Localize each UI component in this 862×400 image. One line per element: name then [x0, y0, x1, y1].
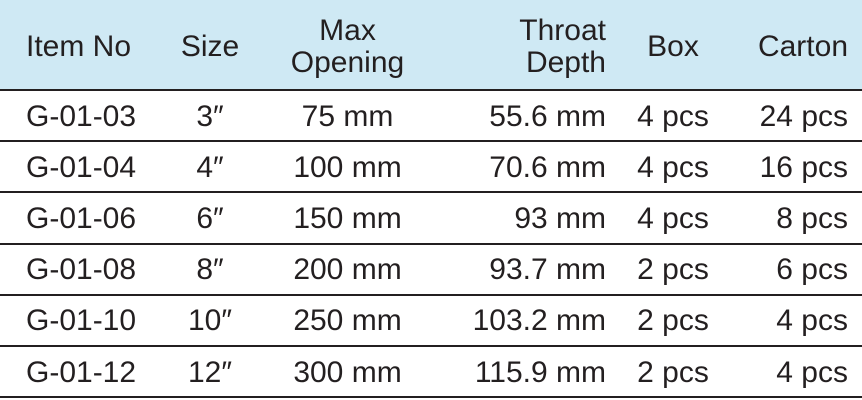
table-cell: 4 pcs: [637, 99, 709, 133]
table-cell: G-01-08: [26, 253, 137, 287]
row-rule: [0, 191, 862, 194]
table-cell: 6 pcs: [776, 253, 848, 287]
table-cell: 2 pcs: [637, 355, 709, 389]
row-rule: [0, 242, 862, 245]
table-cell: 4 pcs: [776, 304, 848, 338]
table-cell: 16 pcs: [759, 150, 848, 184]
table-cell: 4″: [196, 150, 224, 184]
header-cell: Opening: [290, 45, 405, 79]
header-background: [0, 0, 862, 89]
table-cell: G-01-03: [26, 99, 137, 133]
table-cell: 100 mm: [293, 150, 402, 184]
table-cell: 200 mm: [293, 253, 402, 287]
table-cell: 2 pcs: [637, 253, 709, 287]
row-rule: [0, 396, 862, 399]
header-cell: Carton: [757, 29, 848, 63]
table-cell: 8 pcs: [776, 202, 848, 235]
table-cell: 12″: [188, 355, 232, 389]
table-cell: 75 mm: [301, 99, 394, 133]
table-cell: G-01-06: [26, 202, 137, 235]
table-cell: 4 pcs: [637, 202, 709, 235]
header-cell: Size: [180, 29, 240, 63]
table-cell: 103.2 mm: [472, 304, 606, 338]
table-cell: 6″: [196, 202, 224, 235]
header-cell: Throat: [519, 13, 606, 47]
table-cell: 2 pcs: [637, 304, 709, 338]
row-rule: [0, 345, 862, 347]
header-cell: Depth: [525, 45, 606, 79]
table-cell: 10″: [188, 304, 232, 338]
table-cell: 8″: [196, 253, 224, 287]
row-rule: [0, 293, 862, 296]
table-cell: G-01-10: [26, 304, 137, 338]
table-cell: G-01-04: [26, 150, 137, 184]
header-rule: [0, 89, 862, 91]
table-cell: 300 mm: [293, 355, 402, 389]
row-rule: [0, 140, 862, 143]
table-cell: 4 pcs: [637, 150, 709, 184]
table-cell: G-01-12: [26, 355, 137, 389]
header-cell: Box: [647, 29, 699, 63]
table-cell: 3″: [196, 99, 224, 133]
header-cell: Max: [319, 13, 376, 47]
table-cell: 24 pcs: [759, 99, 848, 133]
header-cell: Item No: [26, 29, 132, 63]
table-cell: 250 mm: [293, 304, 402, 338]
table-cell: 55.6 mm: [489, 99, 606, 133]
table-cell: 70.6 mm: [489, 150, 606, 184]
table-cell: 115.9 mm: [474, 355, 606, 389]
table-cell: 4 pcs: [776, 355, 848, 389]
table-cell: 150 mm: [293, 202, 402, 235]
table-cell: 93.7 mm: [489, 253, 606, 287]
table-cell: 93 mm: [514, 202, 606, 235]
